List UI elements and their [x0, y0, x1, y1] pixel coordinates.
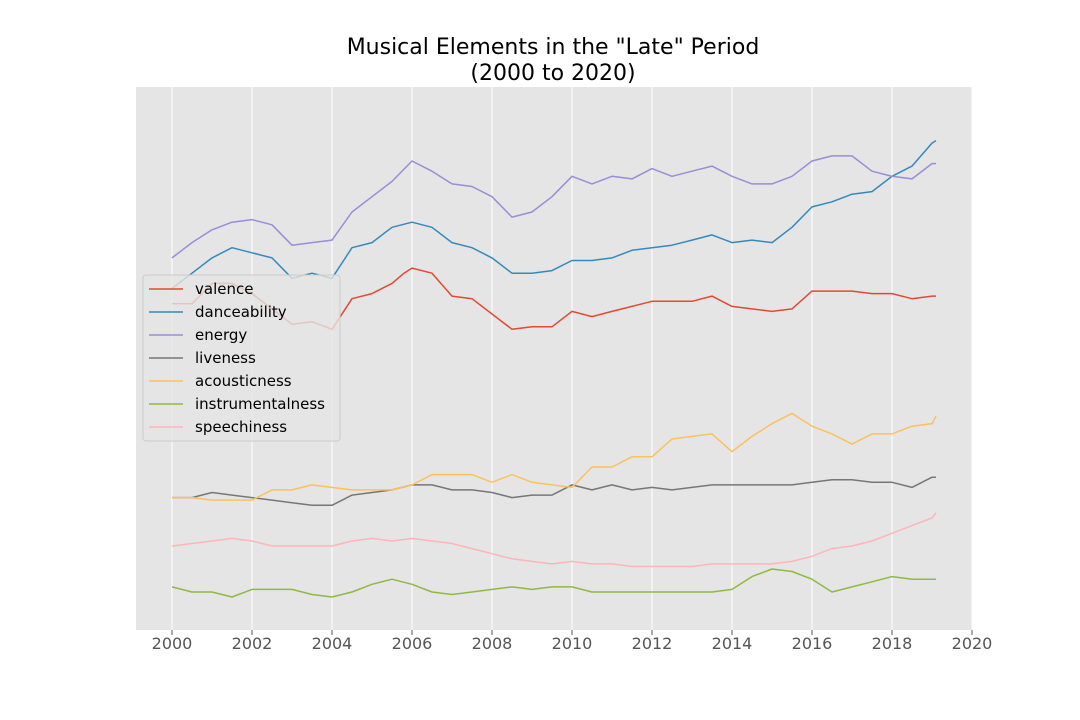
legend-label-liveness: liveness [195, 349, 256, 367]
legend-label-danceability: danceability [195, 303, 287, 321]
x-tick-label-1: 2002 [232, 634, 273, 653]
series-line-liveness [172, 476, 936, 507]
chart-subtitle: (2000 to 2020) [470, 61, 635, 86]
legend-label-acousticness: acousticness [195, 372, 292, 390]
series-lines [171, 139, 937, 598]
legend: valence danceability energy liveness acousti… [142, 274, 341, 442]
legend-label-valence: valence [195, 280, 253, 298]
legend-box [142, 274, 341, 442]
x-tick-label-2: 2004 [312, 634, 353, 653]
series-line-speechiness [171, 512, 937, 568]
legend-label-energy: energy [195, 326, 247, 344]
x-tick-label-10: 2020 [952, 634, 993, 653]
legend-label-instrumentalness: instrumentalness [195, 395, 325, 413]
x-tick-label-0: 2000 [152, 634, 193, 653]
series-line-acousticness [172, 412, 937, 501]
x-axis-ticks: 2000 2002 2004 2006 2008 2010 2012 2014 2016 2018… [152, 630, 993, 653]
series-line-instrumentalness [171, 568, 936, 598]
x-tick-label-4: 2008 [472, 634, 513, 653]
x-tick-label-5: 2010 [552, 634, 593, 653]
x-tick-label-3: 2006 [392, 634, 433, 653]
x-tick-label-6: 2012 [632, 634, 673, 653]
chart-title: Musical Elements in the "Late" Period [347, 35, 760, 60]
legend-label-speechiness: speechiness [195, 418, 287, 436]
x-tick-label-7: 2014 [712, 634, 753, 653]
series-line-energy [171, 155, 936, 259]
x-tick-label-9: 2018 [872, 634, 913, 653]
x-tick-label-8: 2016 [792, 634, 833, 653]
